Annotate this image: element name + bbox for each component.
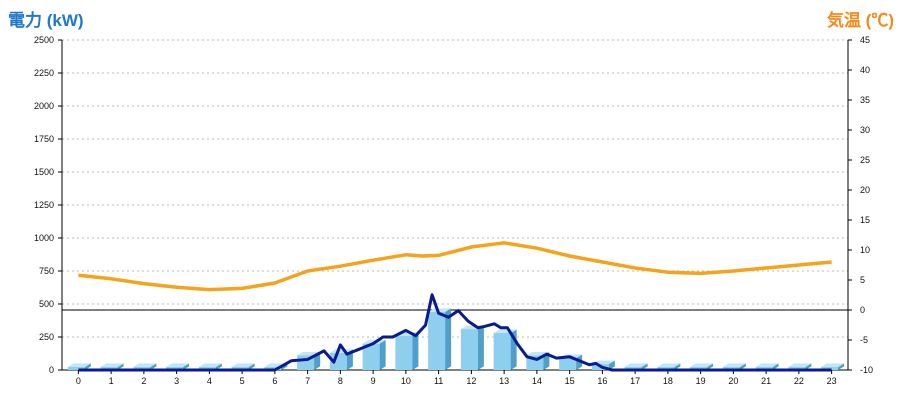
x-tick-label: 21 bbox=[761, 376, 771, 386]
power-bar-top bbox=[100, 363, 124, 367]
x-tick-label: 11 bbox=[434, 376, 443, 386]
x-tick-label: 20 bbox=[728, 376, 738, 386]
x-tick-label: 16 bbox=[597, 376, 607, 386]
power-bar-side bbox=[707, 363, 714, 370]
x-tick-label: 9 bbox=[371, 376, 376, 386]
power-bar-top bbox=[428, 308, 452, 312]
right-tick-label: 35 bbox=[860, 95, 870, 105]
power-bar bbox=[493, 329, 517, 370]
left-tick-label: 2500 bbox=[34, 35, 54, 45]
power-series-line bbox=[78, 293, 832, 372]
power-bar-side bbox=[117, 363, 124, 370]
left-tick-label: 1500 bbox=[34, 167, 54, 177]
power-bar-side bbox=[805, 363, 812, 370]
right-tick-label: 40 bbox=[860, 65, 870, 75]
power-bar-side bbox=[576, 354, 583, 370]
right-tick-label: 45 bbox=[860, 35, 870, 45]
temperature-series-line bbox=[78, 241, 832, 292]
x-tick-label: 5 bbox=[240, 376, 245, 386]
left-tick-label: 500 bbox=[39, 299, 54, 309]
power-bar-top bbox=[166, 363, 190, 367]
power-bar-face bbox=[362, 343, 380, 370]
power-bar-top bbox=[821, 363, 845, 367]
power-bar-face bbox=[559, 358, 577, 370]
right-tick-label: 0 bbox=[860, 305, 865, 315]
power-bar bbox=[67, 363, 91, 370]
x-tick-label: 22 bbox=[794, 376, 804, 386]
power-bar-side bbox=[248, 363, 255, 370]
power-bar-side bbox=[84, 363, 91, 370]
left-tick-label: 1750 bbox=[34, 134, 54, 144]
power-bar-side bbox=[641, 363, 648, 370]
power-bar-side bbox=[739, 363, 746, 370]
right-tick-label: 15 bbox=[860, 215, 870, 225]
power-bar-side bbox=[608, 360, 615, 370]
power-bar-top bbox=[690, 363, 714, 367]
power-bar bbox=[428, 308, 452, 370]
x-tick-label: 19 bbox=[696, 376, 706, 386]
left-tick-label: 1000 bbox=[34, 233, 54, 243]
power-bar-side bbox=[215, 363, 222, 370]
power-bar-top bbox=[657, 363, 681, 367]
x-tick-label: 15 bbox=[565, 376, 575, 386]
power-bar-face bbox=[460, 329, 478, 370]
power-bar-top bbox=[133, 363, 157, 367]
x-tick-label: 14 bbox=[532, 376, 542, 386]
right-tick-label: 30 bbox=[860, 125, 870, 135]
x-tick-label: 8 bbox=[338, 376, 343, 386]
left-tick-label: 1250 bbox=[34, 200, 54, 210]
power-bar-top bbox=[67, 363, 91, 367]
right-tick-label: 5 bbox=[860, 275, 865, 285]
power-bar-top bbox=[198, 363, 222, 367]
power-bar-top bbox=[624, 363, 648, 367]
power-bar-top bbox=[231, 363, 255, 367]
left-tick-label: 250 bbox=[39, 332, 54, 342]
x-tick-label: 6 bbox=[272, 376, 277, 386]
right-tick-label: 10 bbox=[860, 245, 870, 255]
power-bar-top bbox=[755, 363, 779, 367]
power-bar-side bbox=[445, 308, 452, 370]
x-tick-label: 23 bbox=[827, 376, 837, 386]
power-bar-side bbox=[674, 363, 681, 370]
power-bar-side bbox=[183, 363, 190, 370]
power-bar-top bbox=[722, 363, 746, 367]
power-bar-face bbox=[395, 335, 413, 370]
x-tick-label: 1 bbox=[109, 376, 114, 386]
x-tick-label: 4 bbox=[207, 376, 212, 386]
power-bar-side bbox=[838, 363, 845, 370]
left-tick-label: 0 bbox=[49, 365, 54, 375]
x-tick-label: 0 bbox=[76, 376, 81, 386]
power-bar-face bbox=[428, 311, 446, 370]
x-tick-label: 12 bbox=[466, 376, 476, 386]
power-bar bbox=[460, 325, 484, 370]
x-tick-label: 10 bbox=[401, 376, 411, 386]
x-tick-label: 2 bbox=[141, 376, 146, 386]
power-bar-top bbox=[788, 363, 812, 367]
right-tick-label: -10 bbox=[860, 365, 873, 375]
temperature-axis-title: 気温 (℃) bbox=[826, 11, 894, 30]
power-axis-title: 電力 (kW) bbox=[8, 11, 84, 30]
power-bar-side bbox=[150, 363, 157, 370]
x-tick-label: 17 bbox=[630, 376, 640, 386]
power-bar-face bbox=[493, 333, 511, 370]
power-bar-side bbox=[772, 363, 779, 370]
left-tick-label: 2000 bbox=[34, 101, 54, 111]
right-tick-label: 25 bbox=[860, 155, 870, 165]
left-tick-label: 2250 bbox=[34, 68, 54, 78]
power-bar-side bbox=[379, 340, 386, 370]
power-bar-side bbox=[477, 325, 484, 370]
x-tick-label: 3 bbox=[174, 376, 179, 386]
right-tick-label: 20 bbox=[860, 185, 870, 195]
power-bar-face bbox=[67, 367, 85, 370]
x-tick-label: 18 bbox=[663, 376, 673, 386]
x-tick-label: 7 bbox=[305, 376, 310, 386]
right-tick-label: -5 bbox=[860, 335, 868, 345]
power-bar-side bbox=[412, 332, 419, 370]
power-bar bbox=[395, 332, 419, 370]
x-tick-label: 13 bbox=[499, 376, 509, 386]
left-tick-label: 750 bbox=[39, 266, 54, 276]
